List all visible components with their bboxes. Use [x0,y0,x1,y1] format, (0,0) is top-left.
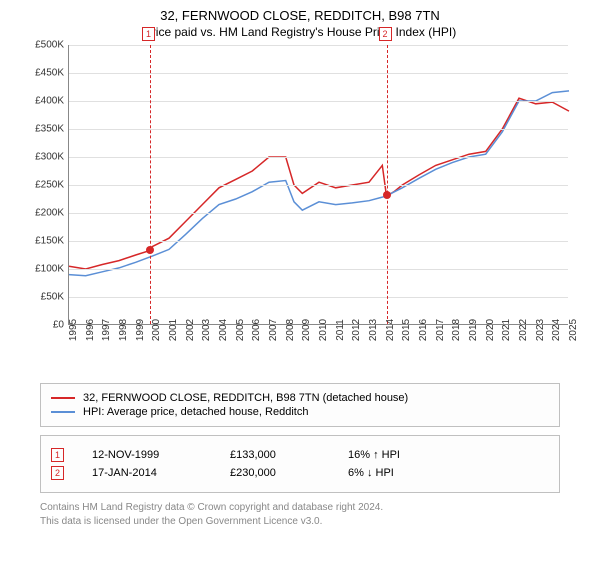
sale-row: 1 12-NOV-1999 £133,000 16% ↑ HPI [51,448,549,462]
page-title: 32, FERNWOOD CLOSE, REDDITCH, B98 7TN [0,8,600,23]
legend-row: HPI: Average price, detached house, Redd… [51,406,549,418]
gridline [69,297,568,298]
gridline [69,45,568,46]
x-axis-label: 2008 [285,319,296,341]
sale-date: 17-JAN-2014 [92,467,202,479]
x-axis-label: 2015 [401,319,412,341]
sale-marker-dot [146,246,154,254]
x-axis-label: 2010 [318,319,329,341]
x-axis-label: 2024 [551,319,562,341]
x-axis-label: 2012 [351,319,362,341]
x-axis-label: 2023 [535,319,546,341]
page-subtitle: Price paid vs. HM Land Registry's House … [0,25,600,39]
x-axis-label: 2016 [418,319,429,341]
x-axis-label: 1995 [68,319,79,341]
y-axis-label: £200K [20,208,64,219]
gridline [69,129,568,130]
series-line-red [69,98,569,269]
x-axis-label: 2000 [151,319,162,341]
x-axis-label: 2006 [251,319,262,341]
footnote-line1: Contains HM Land Registry data © Crown c… [40,501,560,515]
gridline [69,213,568,214]
legend-swatch [51,411,75,413]
y-axis-label: £400K [20,96,64,107]
sale-marker-box: 2 [379,27,392,41]
sale-row-marker: 1 [51,448,64,462]
gridline [69,269,568,270]
x-axis-label: 2011 [335,319,346,341]
x-axis-label: 2017 [435,319,446,341]
gridline [69,73,568,74]
plot-area [68,45,568,325]
sale-price: £230,000 [230,467,320,479]
legend-swatch [51,397,75,399]
series-line-blue [69,91,569,276]
y-axis-label: £0 [20,320,64,331]
x-axis-label: 2009 [301,319,312,341]
x-axis-label: 1998 [118,319,129,341]
legend-box: 32, FERNWOOD CLOSE, REDDITCH, B98 7TN (d… [40,383,560,427]
sale-marker-dot [383,191,391,199]
gridline [69,101,568,102]
sales-box: 1 12-NOV-1999 £133,000 16% ↑ HPI 2 17-JAN-201… [40,435,560,493]
x-axis-label: 2007 [268,319,279,341]
chart-container: £0 £50K £100K £150K £200K £250K £300K £350K £400… [20,45,580,375]
x-axis-label: 2020 [485,319,496,341]
footnote: Contains HM Land Registry data © Crown c… [40,501,560,528]
x-axis-label: 2005 [235,319,246,341]
x-axis-label: 1997 [101,319,112,341]
x-axis-label: 2004 [218,319,229,341]
x-axis-label: 2021 [501,319,512,341]
sale-row: 2 17-JAN-2014 £230,000 6% ↓ HPI [51,466,549,480]
y-axis-label: £250K [20,180,64,191]
footnote-line2: This data is licensed under the Open Gov… [40,515,560,529]
x-axis-label: 2002 [185,319,196,341]
y-axis-label: £300K [20,152,64,163]
x-axis-label: 2022 [518,319,529,341]
legend-label: HPI: Average price, detached house, Redd… [83,406,308,418]
sale-row-marker: 2 [51,466,64,480]
y-axis-label: £350K [20,124,64,135]
sale-diff: 16% ↑ HPI [348,449,400,461]
legend-label: 32, FERNWOOD CLOSE, REDDITCH, B98 7TN (d… [83,392,408,404]
legend-row: 32, FERNWOOD CLOSE, REDDITCH, B98 7TN (d… [51,392,549,404]
x-axis-label: 2001 [168,319,179,341]
y-axis-label: £50K [20,292,64,303]
sale-marker-box: 1 [142,27,155,41]
gridline [69,241,568,242]
x-axis-label: 2013 [368,319,379,341]
y-axis-label: £500K [20,40,64,51]
sale-price: £133,000 [230,449,320,461]
y-axis-label: £150K [20,236,64,247]
x-axis-label: 1996 [85,319,96,341]
gridline [69,185,568,186]
x-axis-label: 2025 [568,319,579,341]
sale-marker-line [150,45,151,324]
y-axis-label: £100K [20,264,64,275]
x-axis-label: 2018 [451,319,462,341]
x-axis-label: 2019 [468,319,479,341]
x-axis-label: 1999 [135,319,146,341]
y-axis-label: £450K [20,68,64,79]
x-axis-label: 2003 [201,319,212,341]
sale-date: 12-NOV-1999 [92,449,202,461]
gridline [69,157,568,158]
x-axis-label: 2014 [385,319,396,341]
sale-diff: 6% ↓ HPI [348,467,394,479]
sale-marker-line [387,45,388,324]
